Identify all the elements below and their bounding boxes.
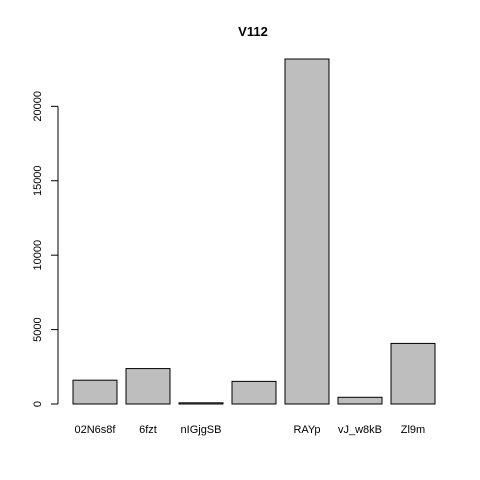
y-tick-label: 5000 xyxy=(32,317,44,341)
y-tick-label: 15000 xyxy=(32,165,44,196)
y-tick-label: 10000 xyxy=(32,240,44,271)
bar xyxy=(72,379,118,405)
x-tick-label: 02N6s8f xyxy=(75,424,117,436)
y-tick-label: 20000 xyxy=(32,91,44,122)
x-tick-label: RAYp xyxy=(293,424,320,436)
bar xyxy=(284,58,330,405)
x-tick-label: 6fzt xyxy=(139,424,157,436)
x-tick-label: Zl9m xyxy=(401,424,425,436)
bars-group xyxy=(72,58,436,405)
x-tick-label: vJ_w8kB xyxy=(338,424,382,436)
chart-title: V112 xyxy=(238,24,268,39)
y-tick-label: 0 xyxy=(32,401,44,407)
bar xyxy=(178,402,224,405)
bar xyxy=(231,380,277,405)
bar xyxy=(390,342,436,405)
x-axis-labels: 02N6s8f 6fzt nIGjgSB RAYp vJ_w8kB Zl9m xyxy=(75,424,426,436)
bar xyxy=(337,396,383,405)
bar xyxy=(125,368,171,405)
x-tick-label: nIGjgSB xyxy=(181,424,222,436)
y-axis: 0 5000 10000 15000 20000 xyxy=(32,91,59,407)
